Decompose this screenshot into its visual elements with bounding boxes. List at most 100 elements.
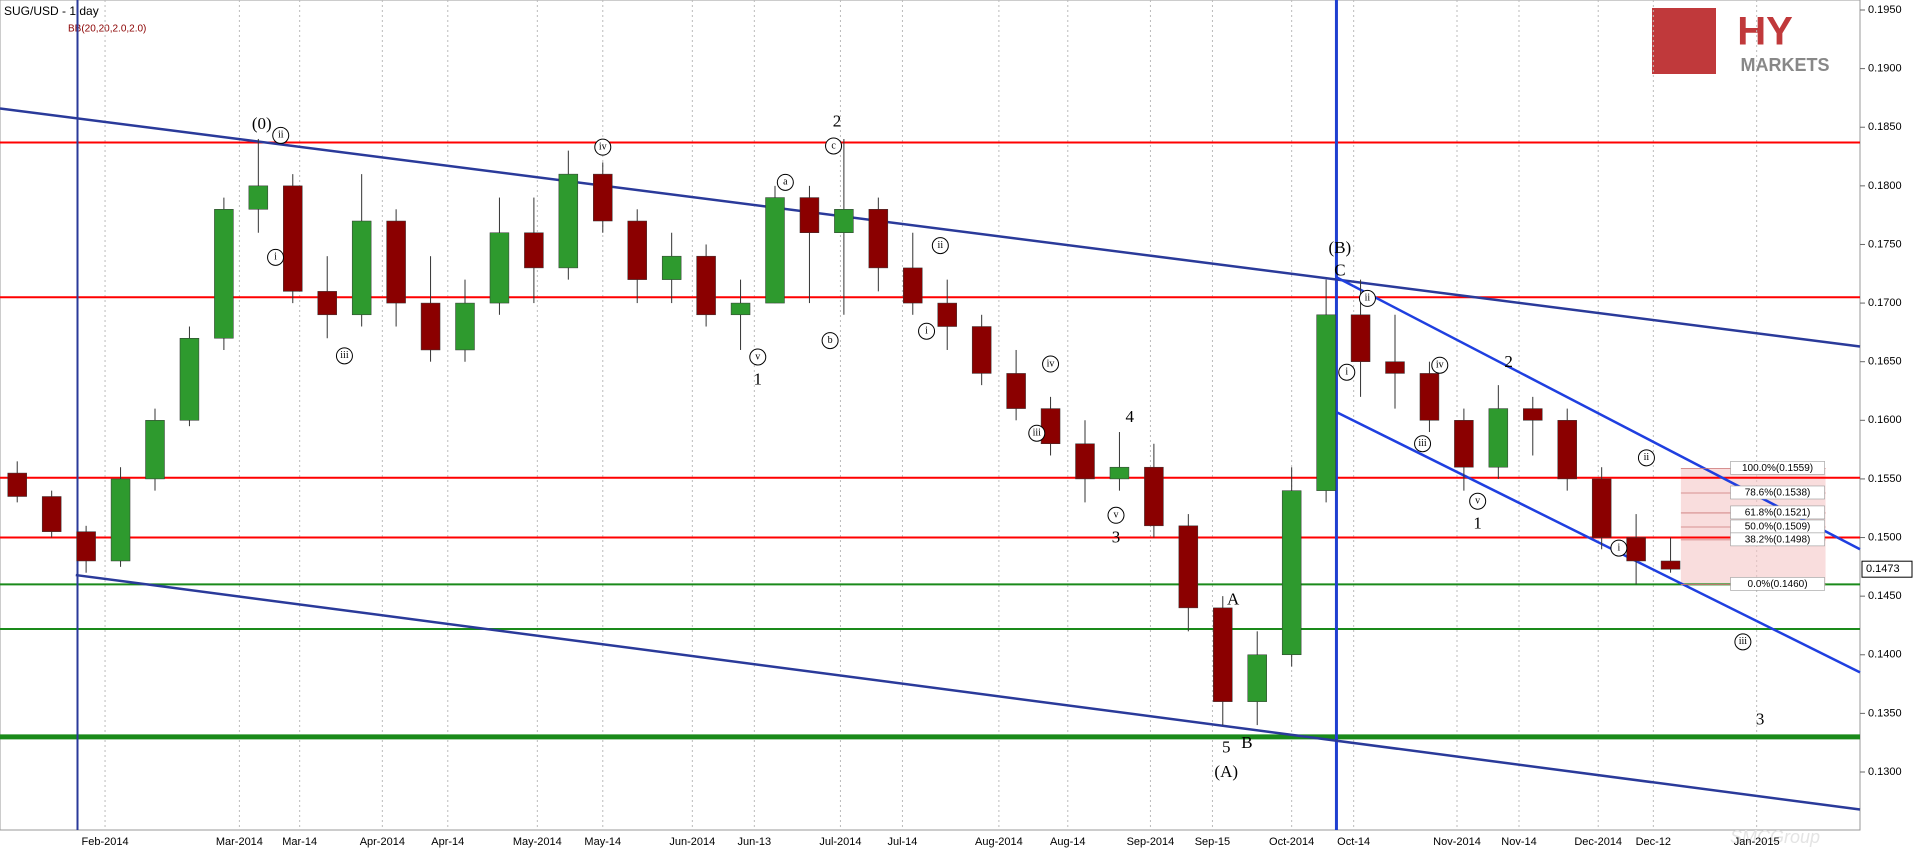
trend-line [75,573,1861,811]
trend-line [0,107,1861,348]
wave-label: a [783,177,788,188]
candle-body [1075,443,1095,480]
wave-label: 5 [1222,737,1231,756]
watermark: SMCGroup [1730,827,1820,847]
wave-circle [1469,492,1487,510]
plot-frame [0,0,1861,831]
wave-label: i [925,326,928,337]
wave-label: 3 [1756,709,1765,728]
fib-label: 38.2%(0.1498) [1745,535,1811,546]
x-tick-label: Apr-14 [431,836,464,848]
candle-body [1109,466,1130,480]
wave-label: B [1241,733,1252,752]
wave-circle [594,138,612,156]
wave-label: (A) [1214,762,1238,781]
wave-circle [1734,633,1752,651]
indicator-label: BB(20,20,2.0,2.0) [68,24,146,35]
candle-body [1385,361,1405,374]
x-tick-label: Nov-14 [1501,836,1536,848]
wave-circle [1107,506,1125,524]
y-tick-label: 0.1650 [1868,356,1902,368]
wave-circle [1637,449,1655,467]
x-tick-label: Mar-14 [282,836,317,848]
candle-body [1006,373,1026,409]
candle-body [524,232,544,269]
wave-circle [821,332,839,350]
wave-label: v [1114,510,1119,521]
candle-body [1523,408,1543,421]
wave-circle [335,347,353,365]
x-tick-label: May-2014 [513,836,562,848]
candle-body [1591,478,1612,538]
wave-circle [272,126,290,144]
wave-label: ii [938,240,944,251]
wave-label: iv [599,141,607,152]
wave-label: 2 [833,111,842,130]
wave-circle [267,248,285,266]
wave-label: v [1475,495,1480,506]
wave-label: iv [1047,358,1055,369]
wave-label: 1 [1473,514,1482,533]
x-tick-label: Sep-2014 [1127,836,1175,848]
fib-label-box [1730,532,1825,547]
candle-body [283,185,303,292]
candle-body [1454,420,1474,468]
x-tick-label: May-14 [584,836,621,848]
candle-body [1247,654,1267,702]
candle-body [7,472,27,497]
candle-body [110,478,131,562]
trend-line [1335,410,1861,674]
wave-label: 2 [1504,352,1513,371]
x-tick-label: Apr-2014 [360,836,405,848]
wave-label: 3 [1112,528,1121,547]
candle-body [317,291,337,316]
x-tick-label: Mar-2014 [216,836,263,848]
x-tick-label: Dec-2014 [1574,836,1622,848]
y-tick-label: 0.1500 [1868,531,1902,543]
y-tick-label: 0.1350 [1868,707,1902,719]
wave-label: i [274,252,277,263]
y-tick-label: 0.1300 [1868,766,1902,778]
wave-circle [1610,539,1628,557]
wave-label: iii [1739,636,1748,647]
chart-title: SUG/USD - 1 day [4,4,99,18]
fib-label: 0.0%(0.1460) [1748,579,1808,590]
candle-body [1040,408,1061,445]
candle-body [868,209,889,269]
candle-body [903,267,923,304]
candle-body [489,232,510,304]
candle-body [1281,490,1302,656]
wave-circle [1414,435,1432,453]
wave-label: iv [1436,360,1444,371]
candle-body [76,531,96,562]
candle-body [1419,373,1440,421]
candle-body [351,220,372,316]
candle-body [1144,466,1164,527]
candle-body [1660,560,1681,570]
wave-label: c [831,140,836,151]
candle-body [145,420,165,480]
x-tick-label: Oct-14 [1337,836,1370,848]
wave-label: i [1617,542,1620,553]
wave-label: 1 [754,369,763,388]
wave-circle [1358,289,1376,307]
candle-body [765,197,785,304]
y-tick-label: 0.1850 [1868,121,1902,133]
y-tick-label: 0.1750 [1868,238,1902,250]
candle-body [1350,314,1371,362]
logo-sub: MARKETS [1741,55,1830,75]
y-tick-label: 0.1550 [1868,473,1902,485]
wave-label: iii [1418,438,1427,449]
candle-body [1557,420,1577,480]
trend-line [1335,276,1861,551]
y-tick-label: 0.1700 [1868,297,1902,309]
wave-label: v [755,351,760,362]
x-tick-label: Oct-2014 [1269,836,1314,848]
x-tick-label: Dec-12 [1636,836,1671,848]
candle-body [1488,408,1509,468]
wave-label: i [1345,367,1348,378]
x-tick-label: Feb-2014 [82,836,129,848]
x-tick-label: Jul-2014 [819,836,861,848]
wave-label: iii [1033,427,1042,438]
